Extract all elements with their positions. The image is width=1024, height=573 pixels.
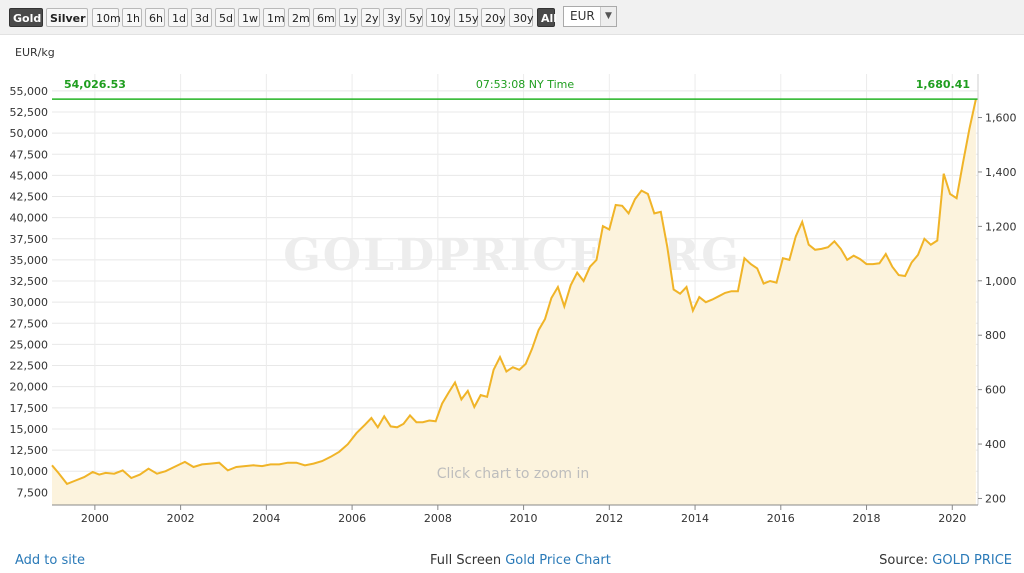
range-button-1h[interactable]: 1h [122, 8, 142, 27]
price-line [51, 98, 977, 486]
x-tick-label: 2016 [767, 512, 795, 525]
y-tick-label: 50,000 [10, 127, 49, 140]
metal-button-silver[interactable]: Silver [46, 8, 88, 27]
fullscreen-prefix: Full Screen [430, 553, 502, 568]
right-tick-label: 800 [985, 329, 1006, 342]
range-button-20y[interactable]: 20y [481, 8, 506, 27]
x-tick-label: 2008 [424, 512, 452, 525]
y-tick-label: 25,000 [10, 338, 49, 351]
x-tick-label: 2010 [510, 512, 538, 525]
gold-price-chart[interactable]: GOLDPRICE.ORG 54,026.53 07:53:08 NY Time… [0, 34, 1024, 546]
x-tick-label: 2018 [853, 512, 881, 525]
y-tick-label: 7,500 [17, 486, 49, 499]
chart-toolbar: Gold Silver 10m 1h 6h 1d 3d 5d 1w 1m 2m 6m 1y 2y 3y 5y… [0, 0, 1024, 35]
y-axis-label: EUR/kg [15, 46, 55, 59]
current-value-right: 1,680.41 [916, 78, 970, 91]
y-tick-label: 37,500 [10, 233, 49, 246]
range-button-6m[interactable]: 6m [313, 8, 336, 27]
range-button-10y[interactable]: 10y [426, 8, 451, 27]
range-button-3y[interactable]: 3y [383, 8, 402, 27]
currency-value: EUR [570, 9, 595, 23]
y-tick-label: 47,500 [10, 148, 49, 161]
zoom-hint: Click chart to zoom in [437, 466, 590, 482]
add-to-site-link[interactable]: Add to site [15, 553, 85, 568]
y-tick-label: 32,500 [10, 275, 49, 288]
x-tick-label: 2000 [81, 512, 109, 525]
metal-button-gold[interactable]: Gold [9, 8, 43, 27]
fullscreen-caption: Full Screen Gold Price Chart [430, 553, 611, 568]
range-button-6h[interactable]: 6h [145, 8, 165, 27]
axes: 7,500 10,000 12,500 15,000 17,500 20,000 22,50… [10, 74, 1017, 525]
x-tick-label: 2004 [252, 512, 280, 525]
y-tick-label: 52,500 [10, 106, 49, 119]
y-tick-label: 17,500 [10, 402, 49, 415]
chevron-down-icon[interactable]: ▼ [600, 7, 616, 26]
range-button-all[interactable]: All [537, 8, 557, 27]
current-value-left: 54,026.53 [64, 78, 126, 91]
right-tick-label: 200 [985, 492, 1006, 505]
y-tick-label: 30,000 [10, 296, 49, 309]
x-tick-label: 2002 [167, 512, 195, 525]
range-button-1d[interactable]: 1d [168, 8, 188, 27]
fullscreen-chart-link[interactable]: Gold Price Chart [505, 553, 611, 568]
range-button-1w[interactable]: 1w [238, 8, 260, 27]
y-tick-label: 45,000 [10, 169, 49, 182]
price-area-fill [52, 99, 976, 505]
y-tick-label: 27,500 [10, 317, 49, 330]
y-tick-label: 40,000 [10, 212, 49, 225]
right-tick-label: 1,600 [985, 112, 1017, 125]
range-button-10m[interactable]: 10m [92, 8, 121, 27]
current-time: 07:53:08 NY Time [476, 78, 574, 91]
range-button-2m[interactable]: 2m [288, 8, 310, 27]
right-tick-label: 400 [985, 438, 1006, 451]
range-button-15y[interactable]: 15y [454, 8, 479, 27]
x-tick-label: 2006 [338, 512, 366, 525]
right-tick-label: 1,000 [985, 275, 1017, 288]
y-tick-label: 22,500 [10, 360, 49, 373]
range-button-30y[interactable]: 30y [509, 8, 534, 27]
range-button-5y[interactable]: 5y [405, 8, 423, 27]
y-tick-label: 42,500 [10, 191, 49, 204]
range-button-1m[interactable]: 1m [263, 8, 285, 27]
right-tick-label: 1,400 [985, 166, 1017, 179]
range-button-3d[interactable]: 3d [191, 8, 212, 27]
source-prefix: Source: [879, 553, 929, 568]
x-tick-label: 2014 [681, 512, 709, 525]
range-button-1y[interactable]: 1y [339, 8, 358, 27]
y-tick-label: 15,000 [10, 423, 49, 436]
right-tick-label: 1,200 [985, 220, 1017, 233]
range-button-5d[interactable]: 5d [215, 8, 235, 27]
x-tick-label: 2012 [595, 512, 623, 525]
source-link[interactable]: GOLD PRICE [932, 553, 1012, 568]
currency-select[interactable]: EUR ▼ [563, 6, 617, 27]
y-tick-label: 20,000 [10, 381, 49, 394]
y-tick-label: 10,000 [10, 465, 49, 478]
y-tick-label: 55,000 [10, 85, 49, 98]
source-caption: Source: GOLD PRICE [879, 553, 1012, 568]
y-tick-label: 12,500 [10, 444, 49, 457]
x-tick-label: 2020 [938, 512, 966, 525]
y-tick-label: 35,000 [10, 254, 49, 267]
range-button-2y[interactable]: 2y [361, 8, 380, 27]
right-tick-label: 600 [985, 384, 1006, 397]
